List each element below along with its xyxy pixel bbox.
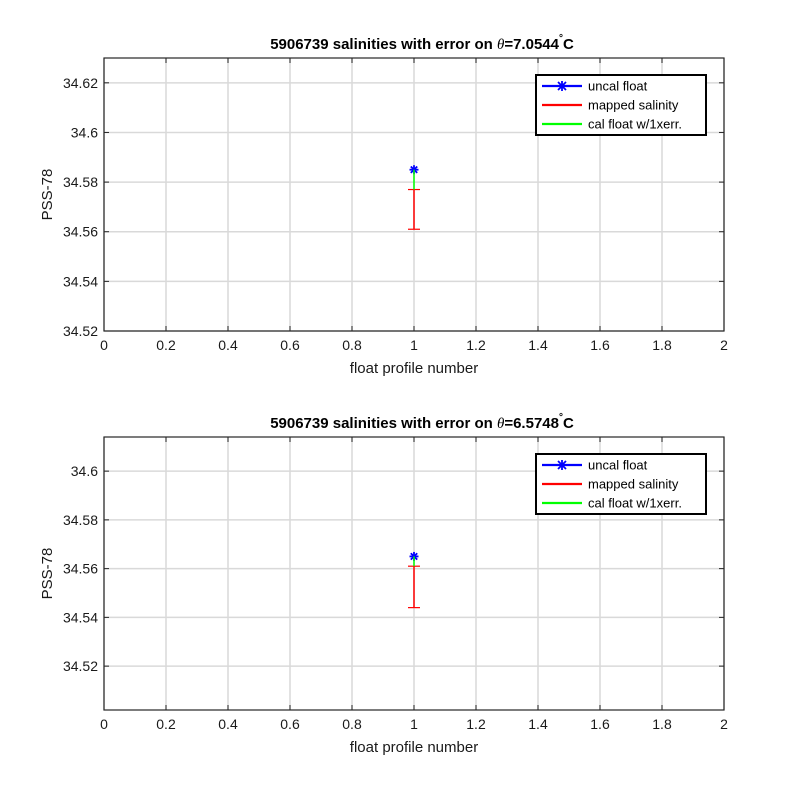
x-tick-label: 1.2 [466,716,486,732]
x-tick-label: 1.6 [590,337,610,353]
x-tick-label: 0.4 [218,337,238,353]
x-tick-label: 0.6 [280,337,300,353]
legend-label: mapped salinity [588,477,679,492]
chart-title: 5906739 salinities with error on θ=7.054… [270,33,574,53]
title-unit: C [563,36,574,53]
legend-label: cal float w/1xerr. [588,117,682,132]
x-tick-label: 1 [410,716,418,732]
x-axis-label: float profile number [350,360,478,377]
y-tick-label: 34.58 [63,174,98,190]
title-theta: θ [497,416,505,432]
y-tick-label: 34.52 [63,323,98,339]
y-axis-label: PSS-78 [39,548,56,600]
x-axis-label: float profile number [350,739,478,756]
y-tick-label: 34.52 [63,658,98,674]
y-tick-label: 34.56 [63,561,98,577]
x-tick-label: 0 [100,337,108,353]
x-tick-label: 0.6 [280,716,300,732]
x-tick-label: 1.2 [466,337,486,353]
x-tick-label: 0.2 [156,337,176,353]
legend-label: cal float w/1xerr. [588,496,682,511]
title-degree: ° [559,412,563,423]
title-unit: C [563,415,574,432]
y-axis-label: PSS-78 [39,169,56,221]
y-tick-label: 34.54 [63,609,98,625]
chart-title: 5906739 salinities with error on θ=6.574… [270,412,574,432]
x-tick-label: 1.8 [652,337,672,353]
x-tick-label: 2 [720,716,728,732]
x-tick-label: 0.2 [156,716,176,732]
legend: uncal float mapped salinity cal float w/1x… [535,453,707,515]
x-tick-label: 1.4 [528,716,548,732]
title-degree: ° [559,33,563,44]
legend-label: uncal float [588,458,648,473]
chart-panel-2: 5906739 salinities with error on θ=6.574… [39,412,728,756]
y-tick-label: 34.56 [63,224,98,240]
title-value: =6.5748 [504,415,559,432]
title-text: 5906739 salinities with error on [270,415,497,432]
y-tick-label: 34.54 [63,273,98,289]
y-tick-label: 34.62 [63,75,98,91]
legend-label: mapped salinity [588,98,679,113]
legend: uncal float mapped salinity cal float w/1x… [535,74,707,136]
y-tick-label: 34.6 [71,463,98,479]
y-tick-label: 34.58 [63,512,98,528]
x-tick-label: 1.6 [590,716,610,732]
x-tick-label: 0.8 [342,716,362,732]
x-tick-label: 1 [410,337,418,353]
x-tick-label: 1.8 [652,716,672,732]
x-tick-label: 0.8 [342,337,362,353]
title-theta: θ [497,37,505,53]
x-tick-label: 2 [720,337,728,353]
legend-label: uncal float [588,79,648,94]
chart-panel-1: 5906739 salinities with error on θ=7.054… [39,33,728,377]
title-value: =7.0544 [504,36,559,53]
x-tick-label: 1.4 [528,337,548,353]
x-tick-label: 0 [100,716,108,732]
x-tick-label: 0.4 [218,716,238,732]
title-text: 5906739 salinities with error on [270,36,497,53]
y-tick-label: 34.6 [71,124,98,140]
